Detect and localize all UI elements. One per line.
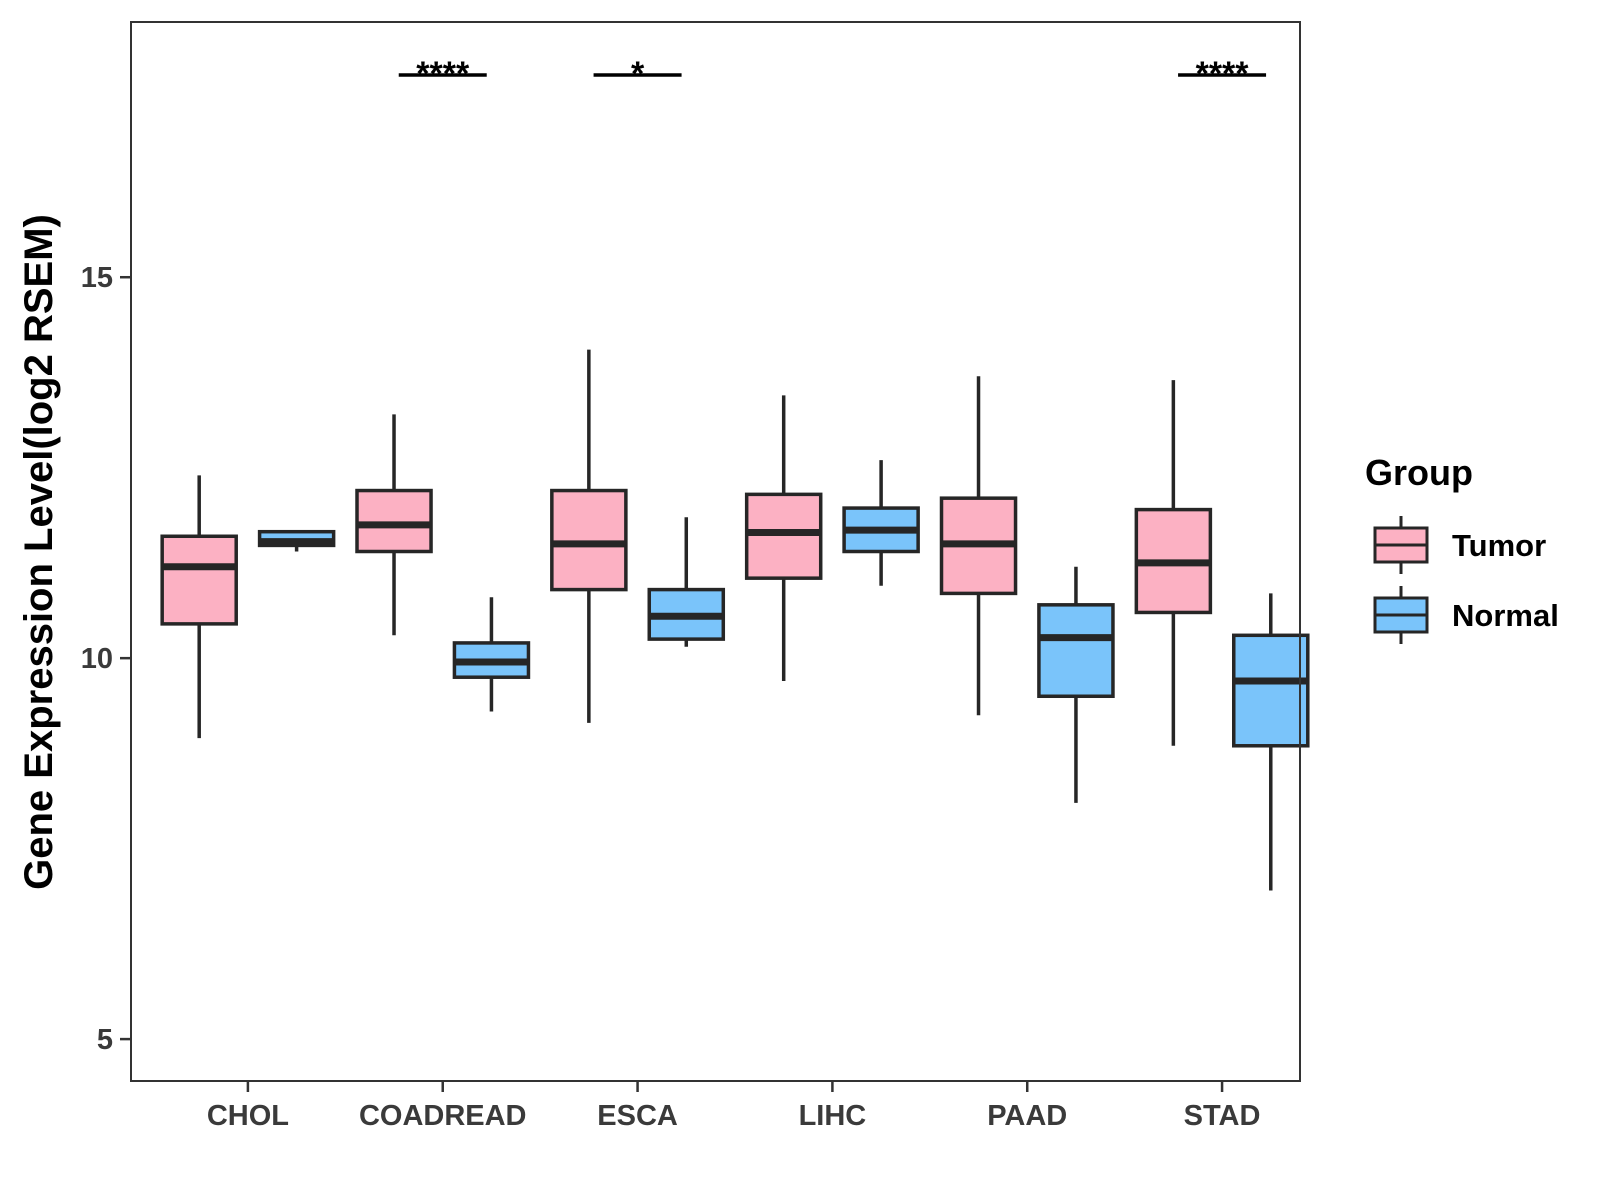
box-normal-esca [647,517,726,647]
y-tick-label: 5 [97,1024,113,1056]
x-tick-label: CHOL [207,1100,289,1132]
legend-label: Normal [1452,598,1559,633]
axes-layer: CHOL COADREAD ESCA LIHC PAAD STAD 5 10 15 [81,262,1261,1132]
box-normal-coadread [452,597,531,712]
box-normal-chol [257,529,336,552]
x-tick-label: LIHC [799,1100,867,1132]
box-tumor-chol [160,475,238,739]
x-tick-label: COADREAD [359,1100,527,1132]
box-tumor-paad [939,376,1018,716]
box-normal-lihc [842,460,920,586]
box-tumor-stad [1134,380,1213,746]
box-body [1037,603,1115,699]
box-body [160,534,238,626]
significance-label: **** [1196,55,1250,93]
box-tumor-lihc [744,395,823,682]
significance-label: * [631,55,645,93]
significance-coadread: **** [398,55,487,93]
box-body [355,488,433,554]
y-tick-label: 10 [81,643,113,675]
x-tick-label: ESCA [597,1100,678,1132]
box-tumor-coadread [355,414,433,636]
box-tumor-esca [550,349,628,723]
legend-item-tumor: Tumor [1373,516,1546,574]
significance-layer: **** * **** [398,55,1267,93]
significance-esca: * [593,55,682,93]
box-body [550,488,628,592]
y-axis-label: Gene Expression Level(log2 RSEM) [17,214,61,890]
box-body [1232,633,1310,748]
panel-border [130,21,1301,1082]
legend-item-normal: Normal [1373,586,1559,644]
box-normal-paad [1037,566,1115,803]
legend-title: Group [1365,452,1473,493]
legend-label: Tumor [1452,528,1546,563]
y-tick-label: 15 [81,262,113,294]
significance-label: **** [416,55,470,93]
legend: Group Tumor Normal [1365,452,1559,644]
significance-stad: **** [1178,55,1267,93]
boxes-layer [160,349,1310,891]
panel-background [131,22,1300,1081]
box-body [744,492,823,580]
box-normal-stad [1232,593,1310,891]
x-tick-label: PAAD [987,1100,1067,1132]
x-tick-label: STAD [1184,1100,1261,1132]
